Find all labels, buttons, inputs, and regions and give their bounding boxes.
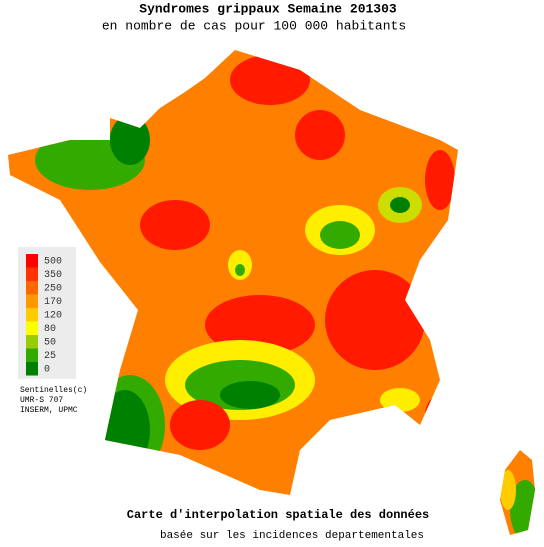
france-map [8,50,535,535]
legend-swatch [26,308,38,322]
legend-swatch [26,254,38,268]
legend-swatch [26,335,38,349]
legend-swatch [26,321,38,335]
footer-title: Carte d'interpolation spatiale des donné… [127,508,429,522]
legend-label: 0 [44,365,50,376]
legend-label: 50 [44,338,56,349]
legend-swatch [26,267,38,281]
legend-label: 250 [44,284,62,295]
subtitle: en nombre de cas pour 100 000 habitants [102,18,406,33]
title: Syndromes grippaux Semaine 201303 [139,1,397,16]
legend-label: 170 [44,297,62,308]
legend-swatch [26,294,38,308]
credit-line: Sentinelles(c) [20,386,87,395]
credit-line: UMR-S 707 [20,396,63,405]
legend-label: 80 [44,324,56,335]
legend-label: 350 [44,270,62,281]
legend-swatch [26,348,38,362]
legend-swatch [26,281,38,295]
legend-label: 500 [44,257,62,268]
legend-label: 25 [44,351,56,362]
credit-line: INSERM, UPMC [20,406,78,415]
legend-label: 120 [44,311,62,322]
legend-swatch [26,362,38,376]
footer-subtitle: basée sur les incidences departementales [160,530,424,542]
